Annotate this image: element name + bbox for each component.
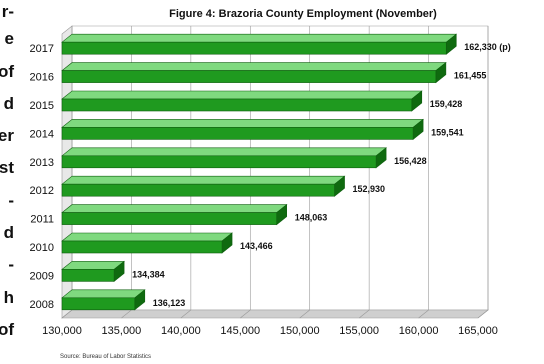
axis-layer: 130,000 135,000 140,000 145,000 150,000 155,0… <box>30 43 498 337</box>
y-tick-label: 2012 <box>30 185 54 197</box>
label-layer: 162,330 (p) 161,455 159,428 159,541 156,428 1… <box>132 42 511 308</box>
data-label: 152,930 <box>353 184 386 194</box>
gridline-floor <box>299 309 310 319</box>
data-label: 159,428 <box>430 99 463 109</box>
y-tick-label: 2009 <box>30 270 54 282</box>
text-fragment: d <box>3 94 14 113</box>
bar-top-face <box>61 261 125 270</box>
bar <box>61 70 437 83</box>
text-fragment: - <box>8 191 14 210</box>
bar-top-face <box>61 175 346 185</box>
y-tick-label: 2016 <box>30 72 54 84</box>
data-label: 159,541 <box>431 127 464 137</box>
x-tick-label: 135,000 <box>102 325 142 337</box>
data-label: 156,428 <box>394 156 427 166</box>
bar <box>61 155 377 169</box>
y-tick-label: 2008 <box>30 299 54 311</box>
text-fragment: er <box>0 126 14 145</box>
x-tick-label: 155,000 <box>339 325 379 337</box>
y-tick-label: 2013 <box>30 157 54 169</box>
gridline-floor <box>61 309 73 319</box>
bar <box>61 98 413 112</box>
gridline-floor <box>477 309 489 319</box>
text-fragment: d <box>3 223 14 242</box>
bar-layer <box>61 33 458 311</box>
gridline-floor <box>418 309 429 319</box>
bar <box>61 269 115 282</box>
gridline-floor <box>358 309 370 319</box>
y-tick-label: 2010 <box>30 242 54 254</box>
y-tick-label: 2017 <box>30 43 54 55</box>
bar-top-face <box>61 204 288 213</box>
text-fragment: st <box>0 158 14 177</box>
x-tick-label: 130,000 <box>42 325 82 337</box>
y-tick-label: 2014 <box>30 128 54 140</box>
x-tick-label: 160,000 <box>399 325 439 337</box>
x-tick-label: 140,000 <box>161 325 201 337</box>
gridline-floor <box>240 309 251 319</box>
data-label: 143,466 <box>240 241 273 251</box>
x-tick-label: 150,000 <box>280 325 320 337</box>
data-label: 161,455 <box>454 71 487 81</box>
text-fragment: e <box>4 29 14 48</box>
bar-top-face <box>61 90 423 100</box>
bar-top-face <box>61 232 233 242</box>
bar <box>61 127 414 140</box>
bar <box>61 41 447 55</box>
cropped-text-margin: r-e of d er st - d - h of <box>0 0 14 364</box>
gridline-floor <box>180 309 192 319</box>
text-fragment: of <box>0 62 14 81</box>
text-fragment: r- <box>1 2 14 21</box>
bar-top-face <box>61 33 458 43</box>
bar <box>61 240 223 254</box>
x-tick-label: 165,000 <box>458 325 498 337</box>
data-label: 134,384 <box>132 269 165 279</box>
bar-top-face <box>61 119 424 128</box>
plot-floor <box>61 309 489 319</box>
chart-title: Figure 4: Brazoria County Employment (No… <box>169 8 437 20</box>
text-fragment: - <box>8 255 14 274</box>
bar <box>61 212 277 225</box>
bar <box>61 297 136 311</box>
text-fragment: h <box>3 288 14 307</box>
data-label: 162,330 (p) <box>464 42 511 52</box>
bar <box>61 183 335 197</box>
y-tick-label: 2015 <box>30 100 54 112</box>
x-tick-label: 145,000 <box>220 325 260 337</box>
y-tick-label: 2011 <box>30 214 54 226</box>
bar-top-face <box>61 289 146 299</box>
text-fragment: of <box>0 320 14 339</box>
source-note: Source: Bureau of Labor Statistics <box>60 354 151 360</box>
data-label: 148,063 <box>295 213 328 223</box>
bar-top-face <box>61 147 387 157</box>
data-label: 136,123 <box>153 298 186 308</box>
bar-top-face <box>61 62 447 71</box>
gridline-floor <box>121 309 132 319</box>
